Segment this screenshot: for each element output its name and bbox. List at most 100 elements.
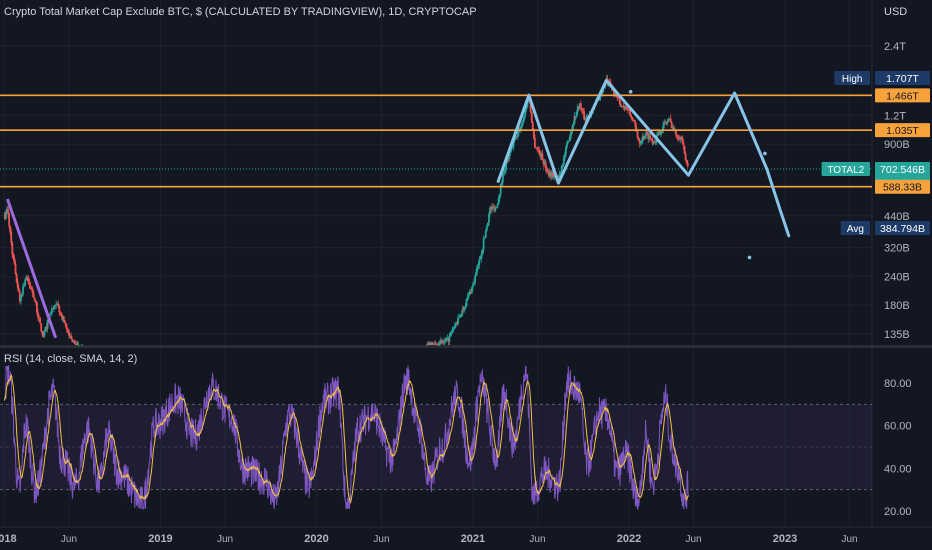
candle-body [34, 301, 37, 303]
candle-body [669, 118, 672, 122]
candle-body [553, 176, 556, 178]
candle-body [576, 106, 579, 112]
candle-body [645, 131, 647, 137]
candle-body [630, 115, 633, 117]
price-label-name-box [821, 162, 870, 176]
candle-body [459, 317, 462, 318]
candle-body [37, 312, 39, 318]
candle-body [434, 344, 437, 345]
candle-body [58, 306, 61, 313]
rsi-moving-average [3, 373, 689, 504]
candle-body [62, 319, 65, 321]
candle-body [10, 232, 13, 244]
price-label-value-box [875, 162, 930, 176]
candle-body [6, 208, 8, 212]
candle-body [45, 326, 48, 329]
candle-body [507, 159, 510, 160]
candle-body [574, 116, 577, 117]
price-label-level-1: 1.466T [875, 88, 930, 103]
candle-body [14, 263, 17, 274]
axes: 2.4T 1.2T 900B 440B 320B 240B 180B 135B 80.00 60.… [0, 41, 912, 545]
candle-body [470, 287, 473, 294]
candle-body [628, 109, 630, 111]
candle-body [59, 312, 62, 314]
price-label-value: 384.794B [880, 223, 925, 235]
candle-body [666, 121, 669, 124]
candle-body [50, 308, 53, 314]
candle-body [60, 313, 63, 316]
candle-body [472, 284, 474, 288]
candle-body [678, 138, 681, 140]
candle-body [475, 271, 478, 276]
candle-body [632, 120, 635, 122]
candle-body [629, 110, 631, 116]
candle-body [670, 121, 673, 129]
time-tick-label: Jun [217, 534, 233, 545]
candle-body [501, 173, 504, 182]
price-labels: High1.707T1.466T1.035TTOTAL2702.546B01:2… [821, 71, 930, 235]
candle-body [40, 323, 43, 332]
candle-body [497, 198, 500, 205]
candle-body [15, 273, 18, 282]
candle-body [676, 134, 678, 138]
price-label-name: TOTAL2 [827, 165, 864, 176]
candle-body [494, 207, 497, 211]
candle-body [24, 279, 27, 286]
candle-body [32, 293, 35, 299]
candle-body [454, 323, 457, 327]
candle-body [457, 317, 459, 325]
candle-body [11, 243, 14, 255]
candle-body [478, 259, 481, 266]
candle-body [647, 132, 650, 139]
candle-body [665, 122, 668, 124]
candle-body [461, 309, 464, 316]
candle-body [36, 302, 38, 313]
candle-body [514, 136, 517, 140]
candle-body [488, 213, 490, 223]
candle-body [68, 331, 70, 336]
candle-body [441, 340, 443, 343]
candle-body [476, 266, 479, 272]
candle-body [462, 309, 465, 311]
candle-body [29, 285, 32, 289]
candle-body [477, 265, 480, 267]
price-label-value-box [875, 123, 930, 138]
candle-body [487, 222, 489, 227]
candle-body [560, 166, 563, 173]
candle-body [624, 106, 627, 110]
candle-body [545, 168, 548, 172]
candle-body [26, 277, 29, 279]
candle-body [482, 238, 485, 250]
candle-body [633, 120, 636, 123]
price-tick-label: 180B [884, 300, 910, 312]
candle-body [492, 206, 495, 208]
candle-body [680, 136, 683, 138]
horizontal-levels [0, 94, 872, 188]
candle-body [516, 132, 519, 138]
candle-body [458, 317, 460, 318]
candle-body [465, 299, 468, 307]
candle-body [490, 207, 493, 210]
candle-body [481, 249, 484, 255]
candle-body [671, 127, 674, 129]
candle-body [16, 281, 19, 288]
price-tick-label: 1.2T [884, 110, 906, 122]
candle-body [427, 342, 429, 345]
price-label-value: 1.035T [886, 125, 919, 137]
candle-body [467, 294, 470, 297]
candle-body [627, 109, 629, 111]
candle-body [30, 288, 33, 290]
candle-body [474, 275, 476, 283]
candle-body [664, 122, 667, 124]
candle-body [541, 153, 544, 160]
grid [0, 0, 932, 528]
candle-body [643, 136, 645, 139]
candle-body [495, 207, 498, 208]
drawings [5, 79, 791, 339]
candle-body [668, 118, 671, 121]
candle-body [625, 106, 628, 110]
candle-body [679, 136, 682, 140]
rsi-pane [3, 364, 689, 510]
price-label-name-box [840, 221, 870, 235]
candle-body [675, 130, 677, 135]
